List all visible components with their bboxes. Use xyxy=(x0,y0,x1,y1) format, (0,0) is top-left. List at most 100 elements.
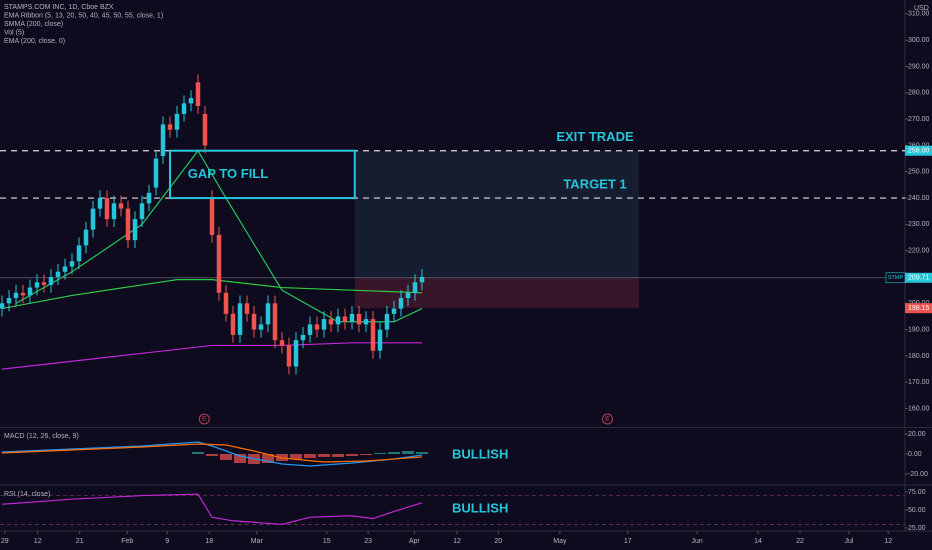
target-zone xyxy=(354,150,639,278)
x-tick-label: 29 xyxy=(1,538,9,545)
gap-box xyxy=(169,149,356,200)
legend-text: Vol (5) xyxy=(4,29,24,36)
histogram-bar xyxy=(374,453,386,454)
y-tick-label: 170.00 xyxy=(908,379,930,386)
candle-body xyxy=(160,124,166,156)
y-tick-label: 290.00 xyxy=(908,63,930,70)
y-tick-label: 220.00 xyxy=(908,248,930,255)
candle-body xyxy=(90,208,96,230)
y-tick-label: 280.00 xyxy=(908,90,930,97)
price-tag-label: 209.71 xyxy=(908,275,930,282)
candle-body xyxy=(300,334,306,341)
legend-text: SMMA (200, close) xyxy=(4,21,63,28)
candle-body xyxy=(377,329,383,351)
x-tick-label: 20 xyxy=(494,538,502,545)
y-tick-label: 300.00 xyxy=(908,37,930,44)
candle-body xyxy=(174,113,180,130)
level-label: TARGET 1 xyxy=(563,177,626,192)
histogram-bar xyxy=(290,454,302,459)
x-tick-label: 12 xyxy=(34,538,42,545)
candle-body xyxy=(230,313,236,335)
histogram-bar xyxy=(416,452,428,454)
stop-zone xyxy=(354,277,639,309)
histogram-bar xyxy=(388,452,400,454)
histogram-bar xyxy=(192,452,204,454)
legend-text: EMA (200, close, 0) xyxy=(4,38,65,45)
histogram-bar xyxy=(304,454,316,458)
x-tick-label: 12 xyxy=(453,538,461,545)
x-tick-label: Feb xyxy=(121,538,133,545)
candle-body xyxy=(167,124,173,130)
y-tick-label: 250.00 xyxy=(908,169,930,176)
candle-body xyxy=(6,298,12,304)
candle-body xyxy=(125,208,131,241)
histogram-bar xyxy=(262,454,274,463)
candle-body xyxy=(405,292,411,299)
candle-body xyxy=(251,313,257,330)
candle-body xyxy=(62,266,68,272)
candle-body xyxy=(0,303,5,309)
candle-body xyxy=(349,313,355,322)
y-tick-label: 240.00 xyxy=(908,195,930,202)
y-tick-label: 25.00 xyxy=(908,525,926,532)
y-tick-label: 180.00 xyxy=(908,353,930,360)
candle-body xyxy=(55,271,61,278)
histogram-bar xyxy=(206,454,218,456)
candle-body xyxy=(209,198,215,235)
candle-body xyxy=(370,319,376,351)
histogram-bar xyxy=(360,454,372,455)
candle-body xyxy=(223,292,229,314)
candle-body xyxy=(97,198,103,209)
x-tick-label: May xyxy=(553,538,567,545)
candle-body xyxy=(398,298,404,309)
x-tick-label: 21 xyxy=(76,538,84,545)
candle-body xyxy=(363,319,369,325)
histogram-bar xyxy=(234,454,246,463)
candle-body xyxy=(419,277,425,283)
candle-body xyxy=(384,313,390,330)
indicator-line xyxy=(1,279,423,310)
price-tag xyxy=(905,145,932,156)
candle-body xyxy=(258,324,264,330)
candle-body xyxy=(139,203,145,220)
x-tick-label: Jul xyxy=(845,538,854,545)
price-tag-label: 198.15 xyxy=(908,305,930,312)
event-label: E xyxy=(202,416,207,423)
candle-body xyxy=(118,203,124,209)
y-tick-label: 160.00 xyxy=(908,405,930,412)
candle-body xyxy=(48,277,54,285)
y-tick-label: -20.00 xyxy=(908,471,928,478)
event-label: E xyxy=(605,416,610,423)
candle-body xyxy=(342,316,348,322)
candle-body xyxy=(27,287,33,296)
histogram-bar xyxy=(220,454,232,460)
y-tick-label: 20.00 xyxy=(908,431,926,438)
candle-body xyxy=(69,261,75,267)
candle-body xyxy=(314,324,320,330)
x-tick-label: 12 xyxy=(884,538,892,545)
candle-body xyxy=(412,282,418,293)
panel-annotation: BULLISH xyxy=(452,446,508,461)
x-tick-label: Apr xyxy=(409,538,421,545)
histogram-bar xyxy=(346,454,358,456)
candle-body xyxy=(202,113,208,146)
y-tick-label: 310.00 xyxy=(908,11,930,18)
candle-body xyxy=(153,158,159,188)
histogram-bar xyxy=(318,454,330,457)
candle-body xyxy=(20,292,26,296)
candle-body xyxy=(76,245,82,262)
gap-label: GAP TO FILL xyxy=(188,166,268,181)
event-marker xyxy=(602,413,613,425)
candle-body xyxy=(307,324,313,335)
candle-body xyxy=(244,303,250,314)
y-tick-label: 75.00 xyxy=(908,489,926,496)
candle-body xyxy=(279,340,285,346)
candle-body xyxy=(272,303,278,341)
x-tick-label: 23 xyxy=(364,538,372,545)
candle-body xyxy=(188,98,194,104)
candle-body xyxy=(41,282,47,285)
x-tick-label: 17 xyxy=(624,538,632,545)
candle-body xyxy=(195,82,201,106)
panel-title: MACD (12, 26, close, 9) xyxy=(4,433,79,440)
x-tick-label: 14 xyxy=(754,538,762,545)
